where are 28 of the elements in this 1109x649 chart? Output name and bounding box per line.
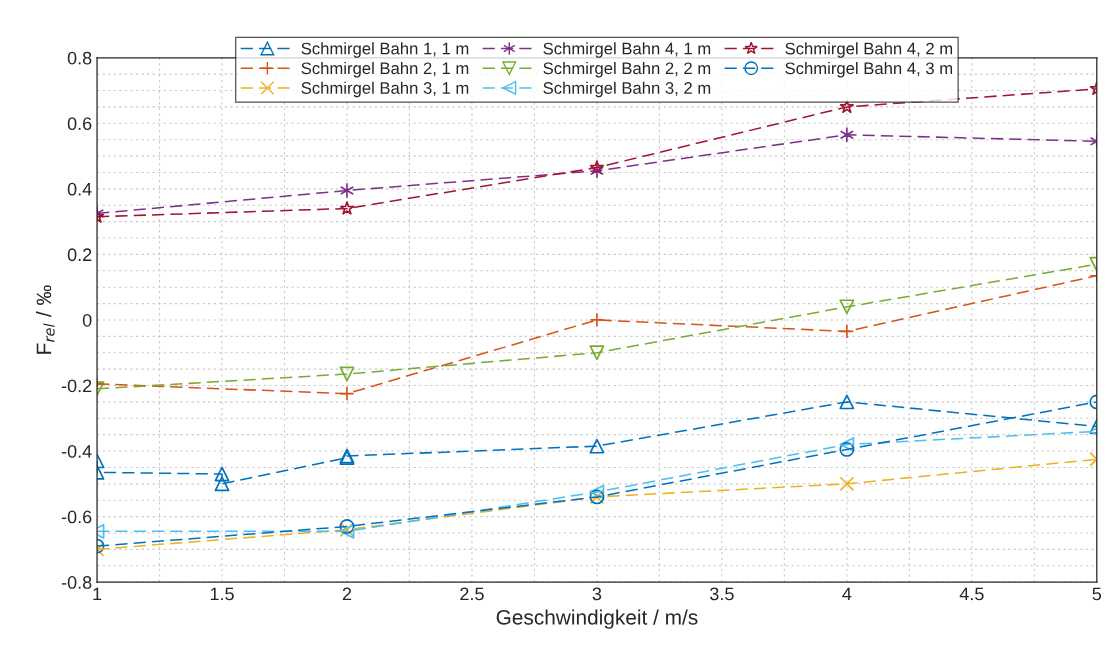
x-tick-label: 5 [1092,587,1102,601]
x-tick-label: 4 [842,587,852,601]
x-axis-title: Geschwindigkeit / m/s [496,609,698,629]
y-tick-label: -0.2 [61,379,92,393]
y-tick-label: 0 [82,313,92,327]
legend-label: Schmirgel Bahn 4, 2 m [785,42,953,58]
legend-label: Schmirgel Bahn 3, 1 m [301,81,469,98]
y-tick-label: -0.4 [61,444,92,458]
x-tick-label: 1.5 [210,587,234,601]
y-tick-label: 0.4 [67,182,92,196]
x-tick-label: 4.5 [959,587,984,601]
y-tick-label: 0.6 [67,117,92,131]
y-tick-label: 0.2 [67,248,92,262]
legend-label: Schmirgel Bahn 2, 1 m [301,61,469,78]
y-tick-label: -0.6 [61,510,92,524]
y-tick-label: -0.8 [61,576,92,589]
legend-label: Schmirgel Bahn 3, 2 m [543,81,711,98]
legend-label: Schmirgel Bahn 2, 2 m [543,61,711,78]
x-tick-label: 2 [342,587,352,601]
y-tick-label: 0.8 [67,51,92,65]
x-tick-label: 3.5 [710,587,734,601]
legend-label: Schmirgel Bahn 1, 1 m [301,42,469,58]
x-tick-label: 1 [93,587,102,601]
legend-label: Schmirgel Bahn 4, 3 m [785,61,953,78]
legend-label: Schmirgel Bahn 4, 1 m [543,42,711,58]
y-axis-title: F$_{rel}$ / ‰ [35,285,55,354]
x-tick-label: 3 [592,587,602,601]
x-tick-label: 2.5 [460,587,484,601]
